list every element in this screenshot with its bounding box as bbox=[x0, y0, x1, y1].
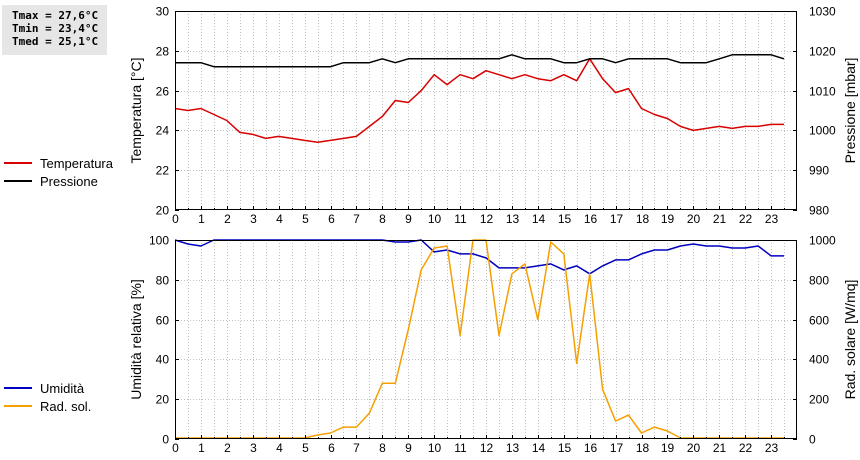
panel2-x-tick-label: 13 bbox=[506, 441, 520, 455]
panel2-y2-tick-label: 200 bbox=[809, 393, 829, 407]
legend-swatch-humidity bbox=[4, 387, 32, 389]
panel2-x-tick-label: 23 bbox=[765, 441, 779, 455]
panel1-x-tick-label: 10 bbox=[428, 212, 442, 226]
panel2-x-tick-label: 16 bbox=[584, 441, 598, 455]
panel2-y-tick-label: 20 bbox=[156, 393, 170, 407]
legend-label-temperature: Temperatura bbox=[40, 155, 113, 171]
panel1-x-tick-label: 14 bbox=[532, 212, 546, 226]
panel2-x-tick-label: 1 bbox=[198, 441, 205, 455]
panel2-series-line-humidity bbox=[174, 239, 784, 275]
panel1-x-tick-label: 12 bbox=[480, 212, 494, 226]
panel2-y-tick-label: 100 bbox=[149, 234, 169, 248]
panel2-x-tick-label: 3 bbox=[250, 441, 257, 455]
panel1-y2-tick-label: 1000 bbox=[809, 124, 836, 138]
legend-entry-humidity: Umidità bbox=[4, 379, 91, 397]
panel2-x-tick-label: 0 bbox=[172, 441, 179, 455]
legend-bottom: Umidità Rad. sol. bbox=[4, 379, 91, 415]
panel1-x-tick-label: 4 bbox=[276, 212, 283, 226]
panel1-x-tick-label: 5 bbox=[302, 212, 309, 226]
panel1-x-tick-label: 2 bbox=[224, 212, 231, 226]
panel2-x-tick-label: 21 bbox=[713, 441, 727, 455]
legend-label-pressure: Pressione bbox=[40, 173, 98, 189]
panel2-y2-tick-label: 400 bbox=[809, 353, 829, 367]
panel1-y2-tick-label: 1030 bbox=[809, 5, 836, 19]
panel1-x-tick-label: 6 bbox=[328, 212, 335, 226]
legend-entry-radiation: Rad. sol. bbox=[4, 397, 91, 415]
tmed-label: Tmed = 25,1°C bbox=[12, 35, 99, 48]
panel1-y-tick-label: 20 bbox=[156, 204, 170, 218]
panel1-x-tick-label: 1 bbox=[198, 212, 205, 226]
stats-box: Tmax = 27,6°C Tmin = 23,4°C Tmed = 25,1°… bbox=[2, 5, 107, 55]
panel1-x-tick-label: 9 bbox=[405, 212, 412, 226]
panel2-y2-axis-title: Rad. solare [W/mq] bbox=[842, 280, 858, 400]
panel2-x-tick-label: 4 bbox=[276, 441, 283, 455]
panel1-x-tick-label: 13 bbox=[506, 212, 520, 226]
panel1-series-line-temperature bbox=[174, 58, 784, 144]
panel1-series-line-pressure bbox=[175, 54, 785, 68]
panel2-x-tick-label: 14 bbox=[532, 441, 546, 455]
panel2-y-tick-label: 40 bbox=[156, 353, 170, 367]
panel2-x-tick-label: 18 bbox=[636, 441, 650, 455]
panel2-y2-tick-label: 0 bbox=[809, 433, 816, 447]
panel1-x-tick-label: 15 bbox=[558, 212, 572, 226]
legend-entry-pressure: Pressione bbox=[4, 172, 113, 190]
panel2-x-tick-label: 8 bbox=[379, 441, 386, 455]
panel1-x-tick-label: 20 bbox=[687, 212, 701, 226]
panel1-y-tick-label: 26 bbox=[156, 85, 170, 99]
panel2-y-axis-title: Umidità relativa [%] bbox=[128, 279, 144, 400]
panel1-x-tick-label: 23 bbox=[765, 212, 779, 226]
panel1-x-tick-label: 17 bbox=[610, 212, 624, 226]
panel2-x-tick-label: 20 bbox=[687, 441, 701, 455]
panel2-x-tick-label: 6 bbox=[328, 441, 335, 455]
panel2-x-tick-label: 11 bbox=[454, 441, 467, 455]
panel1-y-axis-title: Temperatura [°C] bbox=[128, 58, 144, 164]
panel1-y-tick-label: 24 bbox=[156, 124, 170, 138]
panel1-y2-tick-label: 990 bbox=[809, 164, 829, 178]
panel1-y2-tick-label: 980 bbox=[809, 204, 829, 218]
panel1-y2-tick-label: 1020 bbox=[809, 45, 836, 59]
panel2-y-tick-label: 0 bbox=[162, 433, 169, 447]
panel2-y-tick-label: 80 bbox=[156, 274, 170, 288]
tmax-label: Tmax = 27,6°C bbox=[12, 9, 99, 22]
panel1-x-tick-label: 3 bbox=[250, 212, 257, 226]
panel1-y2-tick-label: 1010 bbox=[809, 85, 836, 99]
panel1-y-tick-label: 30 bbox=[156, 5, 170, 19]
panel2-x-tick-label: 12 bbox=[480, 441, 494, 455]
panel1-x-tick-label: 21 bbox=[713, 212, 727, 226]
panel2-y2-tick-label: 600 bbox=[809, 314, 829, 328]
legend-top: Temperatura Pressione bbox=[4, 154, 113, 190]
legend-label-radiation: Rad. sol. bbox=[40, 398, 92, 414]
panel1-x-tick-label: 11 bbox=[454, 212, 467, 226]
panel2-x-tick-label: 9 bbox=[405, 441, 412, 455]
panel1-y-tick-label: 22 bbox=[156, 164, 170, 178]
legend-entry-temperature: Temperatura bbox=[4, 154, 113, 172]
panel1-x-tick-label: 19 bbox=[661, 212, 675, 226]
panel1-x-tick-label: 16 bbox=[584, 212, 598, 226]
panel1-y2-axis-title: Pressione [mbar] bbox=[842, 58, 858, 164]
legend-swatch-pressure bbox=[4, 180, 32, 182]
legend-label-humidity: Umidità bbox=[40, 380, 85, 396]
tmin-label: Tmin = 23,4°C bbox=[12, 22, 99, 35]
legend-swatch-temperature bbox=[4, 162, 32, 164]
panel2-y2-tick-label: 1000 bbox=[809, 234, 836, 248]
panel1-x-tick-label: 7 bbox=[353, 212, 360, 226]
legend-swatch-radiation bbox=[4, 405, 32, 407]
panel2-x-tick-label: 22 bbox=[739, 441, 753, 455]
panel1-x-tick-label: 18 bbox=[636, 212, 650, 226]
panel2-x-tick-label: 2 bbox=[224, 441, 231, 455]
panel1-x-tick-label: 8 bbox=[379, 212, 386, 226]
panel2-y-tick-label: 60 bbox=[156, 314, 170, 328]
panel1-y-tick-label: 28 bbox=[156, 45, 170, 59]
panel2-x-tick-label: 19 bbox=[661, 441, 675, 455]
panel2-x-tick-label: 7 bbox=[353, 441, 360, 455]
panel2-x-tick-label: 17 bbox=[610, 441, 624, 455]
panel1-x-tick-label: 22 bbox=[739, 212, 753, 226]
panel2-x-tick-label: 15 bbox=[558, 441, 572, 455]
panel2-x-tick-label: 10 bbox=[428, 441, 442, 455]
panel1-x-tick-label: 0 bbox=[172, 212, 179, 226]
panel2-y2-tick-label: 800 bbox=[809, 274, 829, 288]
panel2-x-tick-label: 5 bbox=[302, 441, 309, 455]
